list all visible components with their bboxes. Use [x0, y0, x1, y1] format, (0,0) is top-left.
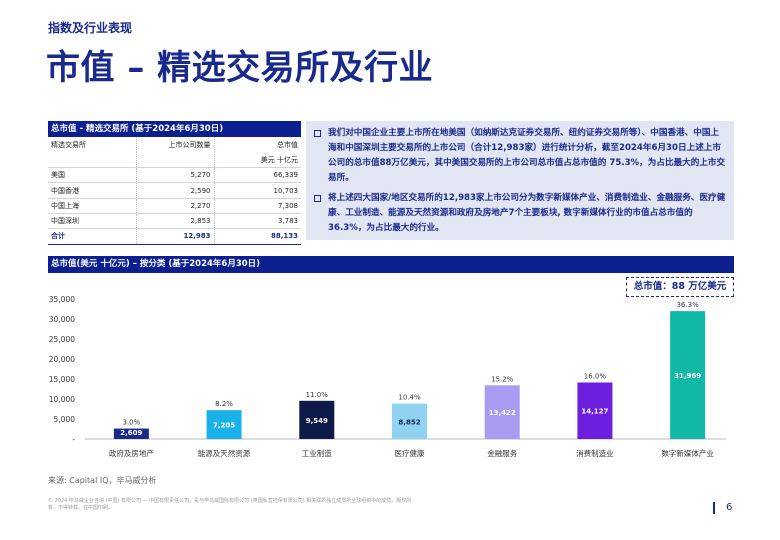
- section-label: 指数及行业表现: [48, 21, 133, 35]
- y-tick-label: 35,000: [49, 295, 75, 304]
- bar-value-label: 7,205: [213, 422, 235, 430]
- summary-box: 我们对中国企业主要上市所在地美国（如纳斯达克证券交易所、纽约证券交易所等）、中国…: [306, 121, 734, 240]
- bar-percent-label: 10.4%: [398, 394, 421, 402]
- page-title: 市值 – 精选交易所及行业: [46, 48, 434, 88]
- y-tick-label: 25,000: [49, 335, 75, 344]
- source-note: 来源: Capital IQ，毕马威分析: [48, 476, 157, 485]
- x-category-label: 数字新媒体产业: [661, 448, 714, 458]
- bar-value-label: 31,969: [674, 372, 701, 380]
- bar-percent-label: 3.0%: [122, 419, 140, 427]
- y-tick-label: 20,000: [49, 355, 75, 364]
- bar: [299, 400, 335, 439]
- bar-percent-label: 36.3%: [677, 301, 700, 309]
- table-header-count: 上市公司数量: [135, 137, 214, 153]
- table-row: 美国 5,270 66,339: [48, 167, 301, 184]
- table-title: 总市值 - 精选交易所 (基于2024年6月30日): [48, 121, 301, 137]
- chart-title-bar: 总市值(美元 十亿元) – 按分类 (基于2024年6月30日): [48, 256, 734, 273]
- page-number: 6: [726, 502, 733, 513]
- bar-value-label: 8,852: [398, 418, 420, 426]
- table-header-market-cap: 总市值: [213, 137, 301, 153]
- table-row: 中国上海 2,270 7,308: [48, 198, 301, 214]
- x-category-label: 工业制造: [302, 448, 332, 458]
- x-category-label: 政府及房地产: [109, 448, 154, 458]
- disclaimer: © 2024 毕马威企业咨询 (中国) 有限公司 — 中国有限责任公司，是与毕马…: [48, 498, 412, 511]
- bar-value-label: 9,549: [306, 417, 328, 425]
- bullet-item: 我们对中国企业主要上市所在地美国（如纳斯达克证券交易所、纽约证券交易所等）、中国…: [314, 126, 726, 186]
- y-tick-label: 15,000: [49, 375, 75, 384]
- y-tick-label: 10,000: [49, 395, 75, 404]
- y-tick-label: -: [72, 435, 75, 444]
- bar: [113, 428, 149, 439]
- bar: [670, 311, 706, 439]
- x-category-label: 消费制造业: [576, 448, 614, 458]
- y-tick-label: 5,000: [54, 415, 76, 424]
- bar-percent-label: 15.2%: [491, 375, 514, 383]
- bar: [484, 385, 520, 439]
- table-header-unit: 美元 十亿元: [213, 152, 301, 169]
- table-row: 中国香港 2,590 10,703: [48, 182, 301, 199]
- bar: [206, 410, 242, 439]
- bar-percent-label: 16.0%: [584, 372, 607, 380]
- x-category-label: 医疗健康: [395, 448, 425, 458]
- bar: [577, 382, 613, 439]
- bar-value-label: 2,609: [120, 429, 142, 437]
- table-row: 中国深圳 2,853 3,783: [48, 213, 301, 230]
- x-category-label: 能源及天然资源: [198, 448, 251, 458]
- bar-percent-label: 11.0%: [306, 391, 329, 399]
- sector-bar-chart: 35,000 30,000 25,000 20,000 15,000 10,000 5,00…: [49, 295, 726, 458]
- table-total-row: 合计 12,983 88,133: [48, 228, 301, 245]
- table-header-exchange: 精选交易所: [51, 140, 86, 149]
- bar-value-label: 13,422: [489, 409, 516, 417]
- y-tick-label: 30,000: [49, 315, 75, 324]
- bar: [392, 403, 427, 439]
- square-bullet-icon: [314, 195, 321, 202]
- bar-value-label: 14,127: [581, 408, 608, 416]
- bar-percent-label: 8.2%: [215, 400, 233, 408]
- x-category-label: 金融服务: [487, 448, 517, 458]
- exchange-table: 总市值 - 精选交易所 (基于2024年6月30日) 精选交易所 上市公司数量 …: [48, 121, 301, 245]
- total-market-cap-box: 总市值：88 万亿美元: [626, 277, 734, 297]
- bullet-item: 将上述四大国家/地区交易所的12,983家上市公司分为数字新媒体产业、消费制造业…: [314, 191, 726, 236]
- square-bullet-icon: [314, 130, 321, 137]
- page-separator: [713, 502, 715, 514]
